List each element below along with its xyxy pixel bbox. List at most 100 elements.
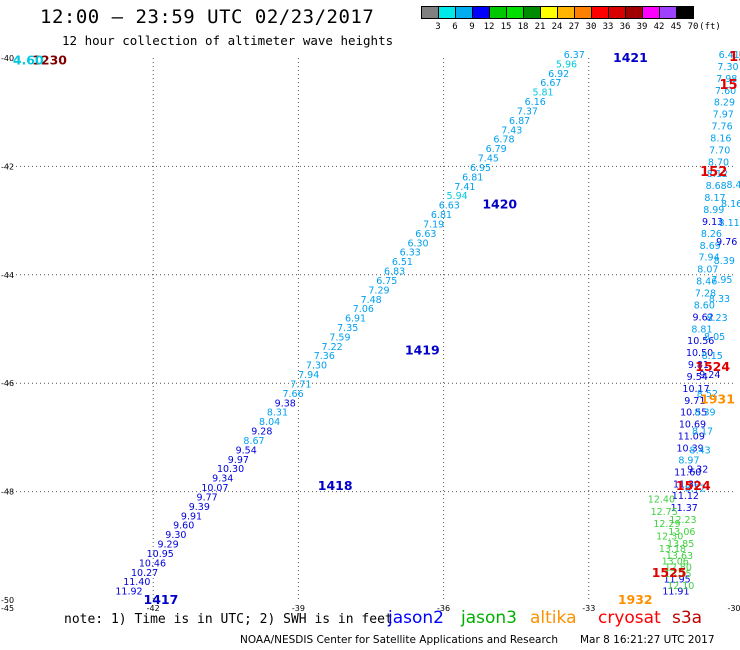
wave-height-value: 10.50 xyxy=(686,348,713,359)
wave-height-value: 6.81 xyxy=(462,172,483,183)
pass-time-label: 15 xyxy=(719,78,737,93)
x-tick-label: -30 xyxy=(727,604,740,613)
wave-height-value: 9.34 xyxy=(212,474,233,485)
x-tick-label: -42 xyxy=(147,604,160,613)
wave-height-value: 9.97 xyxy=(228,455,249,466)
wave-height-value: 7.19 xyxy=(423,219,444,230)
legend-label: 6 xyxy=(452,22,458,32)
wave-height-value: 10.39 xyxy=(677,443,704,454)
wave-height-value: 11.30 xyxy=(673,479,700,490)
wave-height-value: 6.75 xyxy=(376,276,397,287)
units-note: note: 1) Time is in UTC; 2) SWH is in fe… xyxy=(64,612,393,627)
wave-height-value: 6.16 xyxy=(525,97,546,108)
wave-height-value: 10.17 xyxy=(682,384,709,395)
wave-height-value: 6.81 xyxy=(431,210,452,221)
wave-height-value: 6.33 xyxy=(400,248,421,259)
wave-height-value: 12.29 xyxy=(653,519,680,530)
wave-height-value: 12.30 xyxy=(656,532,683,543)
wave-height-value: 8.29 xyxy=(714,98,735,109)
wave-height-value: 8.12 xyxy=(707,169,728,180)
wave-height-value: 7.97 xyxy=(713,110,734,121)
y-tick-label: -50 xyxy=(1,596,14,605)
wave-height-value: 9.32 xyxy=(687,465,708,476)
corner-label: -45 xyxy=(1,604,14,613)
wave-height-value: 9.30 xyxy=(165,530,186,541)
wave-height-value: 8.11 xyxy=(719,218,740,229)
wave-height-value: 8.43 xyxy=(690,446,711,457)
legend-label: 39 xyxy=(636,22,648,32)
x-tick-label: -39 xyxy=(292,604,305,613)
y-tick-label: -48 xyxy=(1,488,14,497)
wave-height-value: 6.51 xyxy=(392,257,413,268)
wave-height-value: 8.04 xyxy=(259,417,280,428)
wave-height-value: 9.71 xyxy=(684,396,705,407)
wave-height-value: 9.77 xyxy=(197,492,218,503)
wave-height-value: 6.95 xyxy=(470,163,491,174)
wave-height-value: 8.33 xyxy=(709,294,730,305)
wave-height-value: 7.28 xyxy=(695,288,716,299)
pass-time-label: 1525 xyxy=(652,565,687,580)
wave-height-value: 8.67 xyxy=(243,436,264,447)
wave-height-value: 6.67 xyxy=(540,78,561,89)
wave-height-value: 8.52 xyxy=(697,389,718,400)
wave-height-value: 13.15 xyxy=(664,569,691,580)
wave-height-value: 7.43 xyxy=(501,125,522,136)
wave-height-value: 7.06 xyxy=(353,304,374,315)
pass-time-label: 1418 xyxy=(318,478,353,493)
wave-height-value: 7.59 xyxy=(329,332,350,343)
pass-time-label: 152 xyxy=(700,165,727,180)
wave-height-value: 7.45 xyxy=(478,154,499,165)
wave-height-value: 8.17 xyxy=(692,427,713,438)
wave-height-value: 10.30 xyxy=(217,464,244,475)
wave-height-value: 5.94 xyxy=(447,191,468,202)
pass-time-label: 15 xyxy=(729,50,740,65)
wave-height-value: 6.41 xyxy=(719,50,740,61)
wave-height-value: 8.70 xyxy=(708,157,729,168)
wave-height-value: 5.81 xyxy=(532,88,553,99)
pass-time-label: 1417 xyxy=(144,592,179,607)
wave-height-value: 9.38 xyxy=(275,398,296,409)
satellite-cryosat: cryosat xyxy=(598,608,661,628)
wave-height-value: 7.94 xyxy=(298,370,319,381)
legend-label: 18 xyxy=(517,22,529,32)
wave-height-value: 7.98 xyxy=(716,74,737,85)
wave-height-value: 8.39 xyxy=(714,256,735,267)
wave-height-value: 7.94 xyxy=(698,253,719,264)
legend-label: 12 xyxy=(483,22,495,32)
wave-height-value: 7.36 xyxy=(314,351,335,362)
wave-height-value: 7.35 xyxy=(337,323,358,334)
wave-height-value: 13.18 xyxy=(659,544,686,555)
wave-height-value: 6.63 xyxy=(439,201,460,212)
legend-label: 27 xyxy=(568,22,580,32)
wave-height-value: 7.30 xyxy=(306,361,327,372)
wave-height-value: 9.81 xyxy=(688,360,709,371)
legend-label: 45 xyxy=(670,22,682,32)
satellite-altika: altika xyxy=(530,608,577,628)
x-tick-label: -36 xyxy=(437,604,450,613)
legend-label: 9 xyxy=(469,22,475,32)
wave-height-value: 9.60 xyxy=(173,521,194,532)
legend-swatch xyxy=(676,6,694,19)
wave-height-value: 8.16 xyxy=(721,199,740,210)
wave-height-value: 11.60 xyxy=(674,467,701,478)
wave-height-value: 10.95 xyxy=(147,549,174,560)
wave-height-value: 9.54 xyxy=(687,372,708,383)
wave-height-value: 13.06 xyxy=(662,556,689,567)
pass-time-label: 1524 xyxy=(695,359,730,374)
legend-label: 21 xyxy=(534,22,546,32)
wave-height-value: 6.87 xyxy=(509,116,530,127)
wave-height-value: 8.97 xyxy=(678,455,699,466)
wave-height-value: 9.28 xyxy=(251,427,272,438)
legend-label: 33 xyxy=(602,22,614,32)
pass-time-label: 1932 xyxy=(618,592,653,607)
wave-height-value: 7.22 xyxy=(322,342,343,353)
wave-height-value: 11.09 xyxy=(678,432,705,443)
footer-timestamp: Mar 8 16:21:27 UTC 2017 xyxy=(580,634,715,646)
wave-height-value: 6.92 xyxy=(548,69,569,80)
satellite-s3a: s3a xyxy=(672,608,703,628)
page-subtitle: 12 hour collection of altimeter wave hei… xyxy=(62,33,394,48)
wave-height-value: 8.99 xyxy=(703,205,724,216)
wave-height-value: 9.29 xyxy=(157,540,178,551)
wave-height-value: 8.07 xyxy=(697,265,718,276)
